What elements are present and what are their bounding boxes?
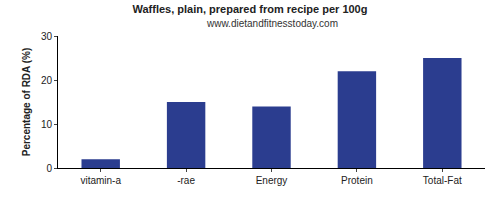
svg-text:-rae: -rae: [177, 175, 195, 186]
svg-text:www.dietandfitnesstoday.com: www.dietandfitnesstoday.com: [206, 18, 338, 29]
svg-text:Percentage of RDA (%): Percentage of RDA (%): [21, 48, 32, 157]
svg-text:Waffles, plain, prepared from: Waffles, plain, prepared from recipe per…: [133, 3, 368, 15]
svg-text:Energy: Energy: [256, 175, 288, 186]
svg-text:20: 20: [41, 75, 53, 86]
svg-text:vitamin-a: vitamin-a: [80, 175, 121, 186]
svg-text:30: 30: [41, 31, 53, 42]
svg-text:10: 10: [41, 119, 53, 130]
svg-text:Protein: Protein: [341, 175, 373, 186]
svg-text:Total-Fat: Total-Fat: [423, 175, 462, 186]
svg-text:0: 0: [46, 163, 52, 174]
